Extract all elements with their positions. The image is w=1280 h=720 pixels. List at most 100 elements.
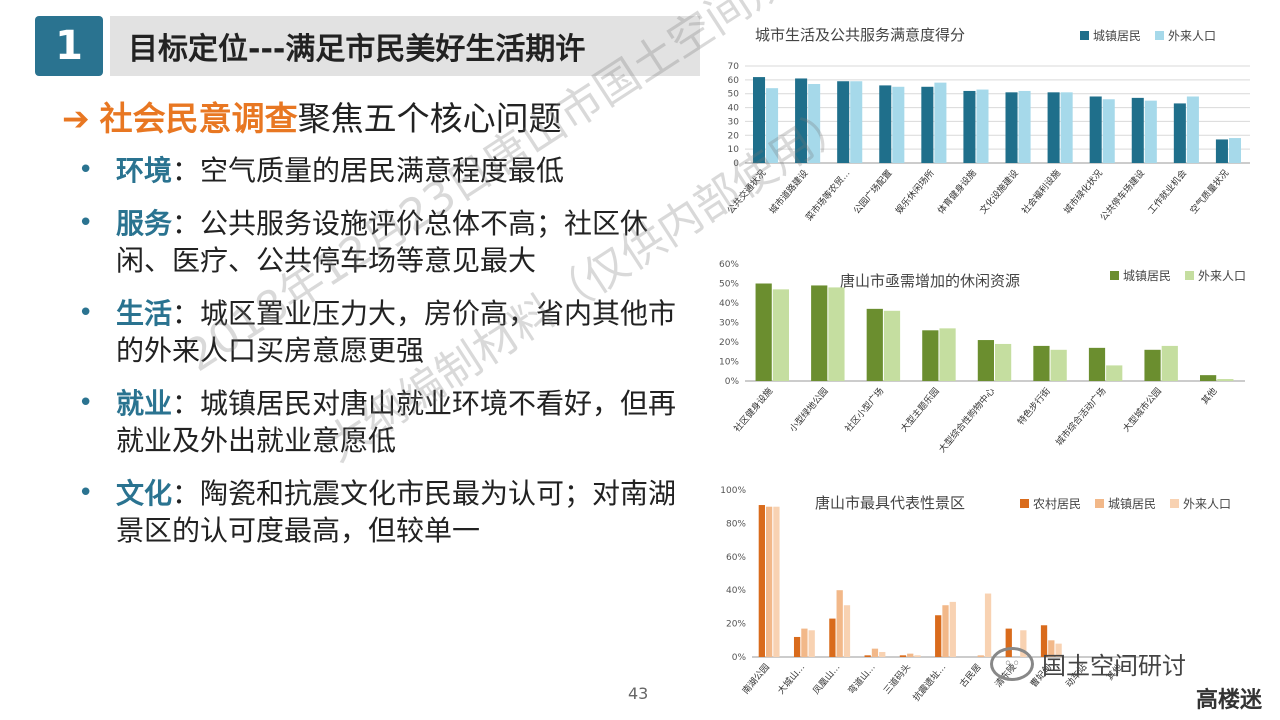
bar (829, 618, 836, 657)
bar (1047, 92, 1060, 163)
x-tick-label: 抗震遗址… (910, 661, 948, 703)
y-tick-label: 30 (728, 117, 740, 127)
y-tick-label: 40% (719, 299, 739, 309)
bullet-text: ：城区置业压力大，房价高，省内其他市的外来人口买房意愿更强 (116, 297, 677, 367)
arrow-right-icon: ➔ (62, 99, 90, 138)
bar (793, 636, 801, 657)
legend-label: 外来人口 (1198, 269, 1246, 283)
x-tick-label: 南湖公园 (740, 661, 772, 696)
bullet-text: ：空气质量的居民满意程度最低 (172, 154, 565, 187)
bar (907, 653, 914, 657)
bar (773, 506, 780, 657)
bar (766, 88, 779, 163)
y-tick-label: 0 (733, 159, 739, 169)
bullet-item: • 文化：陶瓷和抗震文化市民最为认可；对南湖景区的认可度最高，但较单一 (78, 475, 678, 549)
bar (922, 330, 939, 381)
bullet-keyword: 生活 (116, 297, 173, 330)
x-tick-label: 特色步行街 (1015, 385, 1053, 427)
bar (949, 601, 956, 657)
bar (811, 285, 828, 381)
section-heading: ➔ 社会民意调查聚焦五个核心问题 (62, 92, 562, 140)
x-tick-label: 大型主题乐园 (898, 385, 942, 434)
slide-number-badge: 1 (35, 16, 103, 76)
bar (1050, 349, 1067, 381)
bar (984, 593, 992, 657)
bar (963, 90, 976, 163)
bullet-item: • 就业：城镇居民对唐山就业环境不看好，但再就业及外出就业意愿低 (78, 385, 678, 459)
bullet-keyword: 服务 (116, 207, 173, 240)
bullet-dot-icon: • (78, 155, 94, 185)
y-tick-label: 20% (726, 620, 746, 630)
chart-title: 城市生活及公共服务满意度得分 (755, 26, 965, 44)
bar (801, 628, 808, 657)
bar (837, 81, 850, 163)
bar (1228, 138, 1242, 163)
bar (1033, 345, 1050, 381)
bullet-text: ：城镇居民对唐山就业环境不看好，但再就业及外出就业意愿低 (116, 387, 677, 457)
bullet-dot-icon: • (78, 208, 94, 238)
x-tick-label: 大城山… (775, 661, 807, 696)
bar (836, 590, 843, 657)
bar (828, 287, 845, 381)
bar (995, 343, 1012, 381)
y-tick-label: 20 (728, 131, 740, 141)
bar (977, 655, 984, 657)
x-tick-label: 公共交通状况 (724, 167, 768, 216)
bar (1005, 92, 1018, 163)
heading-text: 聚焦五个核心问题 (297, 99, 562, 138)
bullet-item: • 环境：空气质量的居民满意程度最低 (78, 152, 678, 189)
x-tick-label: 体育健身设施 (935, 167, 979, 216)
bar (1131, 97, 1144, 163)
wechat-label: 国土空间研讨 (1042, 652, 1186, 680)
bar (1102, 99, 1115, 163)
bullet-list: • 环境：空气质量的居民满意程度最低 • 服务：公共服务设施评价总体不高；社区休闲、… (78, 152, 678, 565)
legend-swatch (1170, 499, 1179, 508)
bullet-dot-icon: • (78, 298, 94, 328)
y-tick-label: 50% (719, 280, 739, 290)
bar (1161, 345, 1178, 381)
bar (1173, 103, 1186, 163)
bar (866, 308, 883, 381)
bar (935, 615, 942, 657)
bar (1088, 347, 1106, 381)
bar (892, 86, 905, 163)
bar (883, 310, 901, 381)
legend-swatch (1110, 271, 1119, 280)
y-tick-label: 30% (719, 319, 739, 329)
y-tick-label: 80% (726, 519, 746, 529)
wechat-icon: ◦◦ (990, 646, 1034, 681)
legend-swatch (1095, 499, 1104, 508)
page-number: 43 (628, 684, 649, 703)
y-tick-label: 20% (719, 338, 739, 348)
bar (1186, 96, 1199, 163)
x-tick-label: 文化设施建设 (977, 167, 1021, 216)
bullet-keyword: 环境 (116, 154, 173, 187)
y-tick-label: 0% (725, 377, 740, 387)
bar (755, 283, 772, 381)
bar (1200, 375, 1217, 381)
y-tick-label: 40% (726, 586, 746, 596)
x-tick-label: 古民居 (957, 661, 984, 689)
x-tick-label: 公园广场配置 (851, 167, 895, 216)
bar (843, 605, 851, 657)
x-tick-label: 弯道山… (845, 661, 877, 696)
bar (758, 505, 765, 657)
legend-label: 城镇居民 (1108, 497, 1156, 511)
bar (772, 289, 789, 381)
x-tick-label: 城市道路建设 (767, 167, 811, 216)
x-tick-label: 娱乐休闲场所 (893, 167, 937, 216)
bar (921, 86, 934, 163)
bar (1215, 139, 1228, 163)
bar (1005, 628, 1012, 657)
bar (1048, 640, 1055, 657)
bullet-keyword: 文化 (116, 477, 173, 510)
bar (899, 655, 907, 657)
page-title: 目标定位---满足市民美好生活期许 (110, 16, 700, 76)
bar (1055, 643, 1062, 657)
x-tick-label: 菜市场等农贸… (803, 167, 853, 223)
brand-logo: 高楼迷 (1196, 688, 1263, 713)
bullet-text: ：陶瓷和抗震文化市民最为认可；对南湖景区的认可度最高，但较单一 (116, 477, 677, 547)
x-tick-label: 大型综合性购物中心 (936, 385, 997, 455)
bar (1040, 625, 1048, 657)
